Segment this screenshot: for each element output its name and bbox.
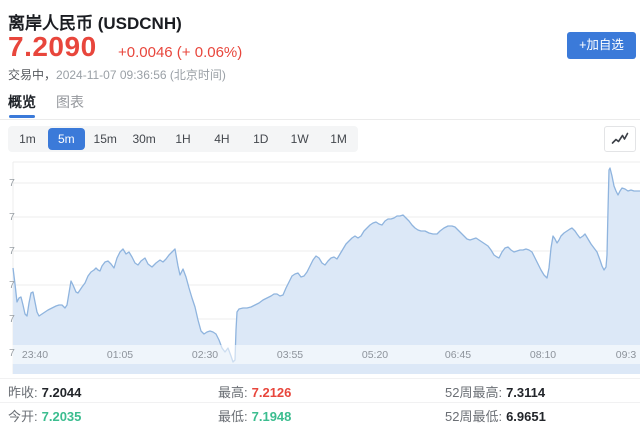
stat-value: 7.1948 <box>252 409 292 424</box>
chart-type-button[interactable] <box>604 126 636 152</box>
timeframe-1W[interactable]: 1W <box>281 128 318 150</box>
stat-value: 7.2126 <box>252 385 292 400</box>
stat-label: 52周最高: <box>445 385 502 400</box>
y-tick-label: 7 <box>9 313 15 325</box>
timeframe-4H[interactable]: 4H <box>203 128 240 150</box>
y-tick-label: 7 <box>9 211 15 223</box>
y-tick-label: 7 <box>9 177 15 189</box>
timeframe-bar: 1m5m15m30m1H4H1D1W1M <box>8 126 358 152</box>
stat-昨收: 昨收: 7.2044 <box>8 382 81 401</box>
y-tick-label: 7 <box>9 279 15 291</box>
stat-value: 7.2044 <box>42 385 82 400</box>
x-tick-label: 01:05 <box>107 349 133 361</box>
x-tick-label: 08:10 <box>530 349 556 361</box>
timeframe-1m[interactable]: 1m <box>9 128 46 150</box>
series-area-fill <box>13 168 640 374</box>
timeframe-1H[interactable]: 1H <box>165 128 202 150</box>
y-tick-label: 7 <box>9 347 15 359</box>
x-tick-label: 03:55 <box>277 349 303 361</box>
timeframe-5m[interactable]: 5m <box>48 128 85 150</box>
add-watchlist-button[interactable]: +加自选 <box>567 32 636 59</box>
trading-status: 交易中，2024-11-07 09:36:56 (北京时间) <box>8 66 226 83</box>
stat-52周最低: 52周最低: 6.9651 <box>445 406 546 425</box>
y-tick-label: 7 <box>9 245 15 257</box>
stat-label: 52周最低: <box>445 409 502 424</box>
price-chart[interactable]: 23:40 01:05 02:30 03:55 05:20 06:45 08:10 09:3 7… <box>0 156 640 374</box>
active-tab-underline <box>9 115 35 118</box>
stat-value: 7.3114 <box>506 385 545 400</box>
stat-label: 今开: <box>8 409 38 424</box>
line-chart-icon <box>611 132 629 146</box>
stat-label: 最高: <box>218 385 248 400</box>
stats-divider <box>0 378 640 379</box>
timeframe-15m[interactable]: 15m <box>87 128 124 150</box>
quote-timestamp: 2024-11-07 09:36:56 (北京时间) <box>56 68 226 82</box>
stat-最高: 最高: 7.2126 <box>218 382 291 401</box>
price-change: +0.0046 (+ 0.06%) <box>118 44 242 61</box>
x-tick-label: 09:3 <box>616 349 636 361</box>
stat-label: 最低: <box>218 409 248 424</box>
stat-value: 7.2035 <box>42 409 82 424</box>
area-chart-canvas <box>0 156 640 374</box>
x-tick-label: 06:45 <box>445 349 471 361</box>
timeframe-1M[interactable]: 1M <box>320 128 357 150</box>
stat-最低: 最低: 7.1948 <box>218 406 291 425</box>
x-tick-label: 02:30 <box>192 349 218 361</box>
tab-图表[interactable]: 图表 <box>56 92 84 118</box>
stat-52周最高: 52周最高: 7.3114 <box>445 382 545 401</box>
trading-status-label: 交易中， <box>8 68 56 82</box>
quote-page: 离岸人民币 (USDCNH) 7.2090 +0.0046 (+ 0.06%) … <box>0 0 640 427</box>
x-tick-label: 05:20 <box>362 349 388 361</box>
stats-divider <box>0 402 640 403</box>
last-price: 7.2090 <box>8 31 97 63</box>
tab-bar: 概览图表 <box>0 92 640 120</box>
timeframe-1D[interactable]: 1D <box>242 128 279 150</box>
x-tick-label: 23:40 <box>22 349 48 361</box>
stat-今开: 今开: 7.2035 <box>8 406 81 425</box>
tab-概览[interactable]: 概览 <box>8 92 36 118</box>
stat-value: 6.9651 <box>506 409 546 424</box>
timeframe-30m[interactable]: 30m <box>126 128 163 150</box>
stat-label: 昨收: <box>8 385 38 400</box>
